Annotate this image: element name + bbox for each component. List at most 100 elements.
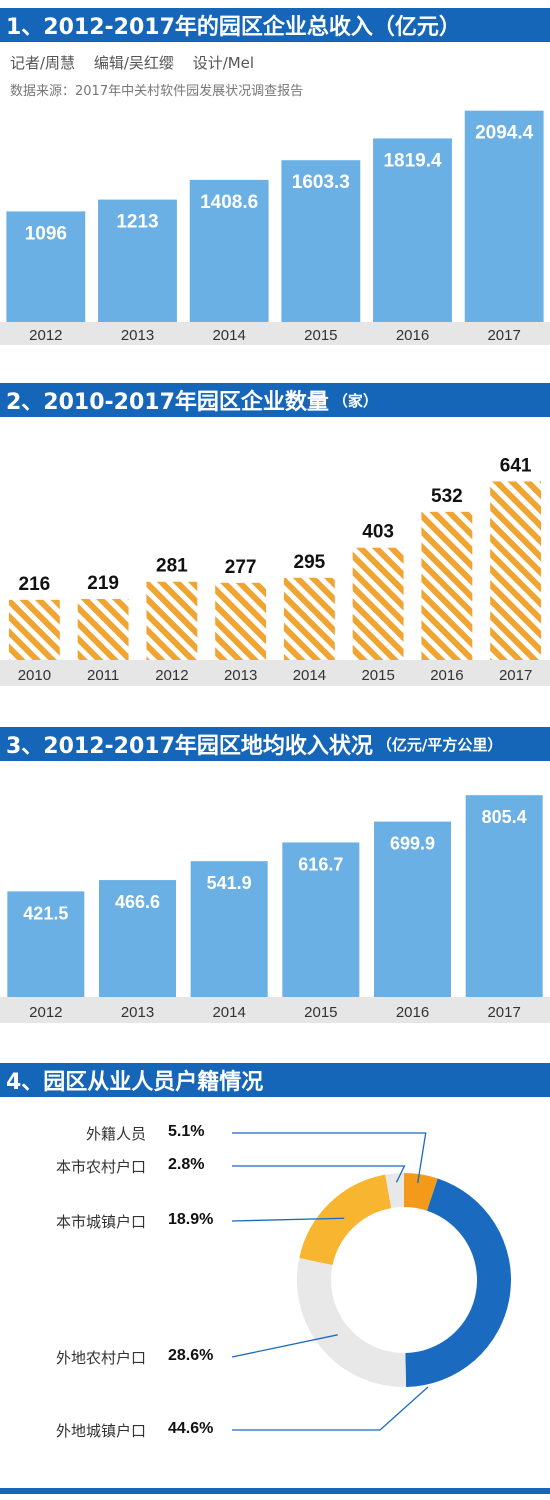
bar-value-label: 403	[362, 522, 394, 543]
bar-2015	[281, 160, 361, 322]
x-tick-label: 2016	[396, 327, 429, 344]
bar-2010	[8, 599, 60, 660]
bar-value-label: 219	[87, 573, 119, 594]
leader-line	[232, 1386, 429, 1431]
bar-2017	[465, 795, 543, 997]
donut-percent-label: 2.8%	[168, 1156, 205, 1173]
bar-value-label: 1603.3	[292, 172, 350, 193]
x-tick-label: 2016	[430, 667, 463, 684]
donut-category-label: 本市城镇户口	[55, 1213, 146, 1231]
section2-header: 2、2010-2017年园区企业数量 （家）	[0, 383, 550, 417]
leader-line	[232, 1165, 406, 1183]
design-credit: 设计/Mel	[192, 54, 255, 72]
bar-value-label: 641	[500, 455, 532, 476]
bar-2016	[373, 138, 452, 322]
bar-2014	[190, 861, 268, 997]
bar-2011	[77, 598, 129, 660]
bar-2013	[98, 199, 177, 322]
leader-line	[232, 1132, 427, 1184]
bar-2015	[282, 842, 360, 997]
x-tick-label: 2015	[361, 667, 394, 684]
bar-value-label: 1096	[25, 223, 67, 244]
x-tick-label: 2012	[29, 1004, 62, 1021]
bar-2014	[189, 179, 269, 322]
bar-2016	[374, 821, 451, 997]
section2-title: 2、2010-2017年园区企业数量	[6, 390, 329, 415]
bar-value-label: 1213	[116, 212, 158, 233]
bar-2015	[352, 547, 404, 660]
revenue-per-area-bar-chart: 421.5 2012 466.6 2013 541.9 2014 616.7 2015 699.…	[0, 795, 550, 1023]
donut-slice	[404, 1178, 511, 1387]
bar-value-label: 541.9	[207, 873, 252, 893]
bar-2012	[146, 581, 198, 660]
section3-title: 3、2012-2017年园区地均收入状况	[6, 734, 373, 759]
x-axis-band	[0, 660, 550, 686]
x-tick-label: 2011	[87, 667, 119, 684]
section4-header: 4、园区从业人员户籍情况	[0, 1063, 550, 1097]
donut-percent-label: 5.1%	[168, 1123, 205, 1140]
bar-value-label: 805.4	[482, 807, 527, 827]
x-tick-label: 2012	[155, 667, 188, 684]
donut-category-label: 本市农村户口	[55, 1158, 146, 1176]
donut-category-label: 外地城镇户口	[55, 1422, 146, 1440]
x-tick-label: 2015	[304, 1004, 337, 1021]
leader-line	[231, 1334, 338, 1358]
x-tick-label: 2017	[487, 1004, 520, 1021]
x-tick-label: 2010	[18, 667, 51, 684]
section4-title: 4、园区从业人员户籍情况	[6, 1070, 264, 1095]
donut-slice	[299, 1174, 392, 1266]
x-tick-label: 2017	[499, 667, 532, 684]
bottom-divider	[0, 1488, 550, 1494]
x-tick-label: 2014	[212, 327, 245, 344]
x-tick-label: 2013	[224, 667, 257, 684]
bar-value-label: 421.5	[23, 903, 68, 923]
credits-line: 记者/周慧 编辑/吴红缨 设计/Mel	[10, 52, 268, 73]
x-tick-label: 2012	[29, 327, 62, 344]
x-tick-label: 2014	[212, 1004, 245, 1021]
bar-2012	[7, 891, 85, 997]
reporter-credit: 记者/周慧	[10, 54, 76, 72]
bar-value-label: 616.7	[298, 854, 343, 874]
bar-2012	[6, 211, 86, 322]
x-tick-label: 2015	[304, 327, 337, 344]
x-axis-band	[0, 997, 550, 1023]
data-source: 数据来源：2017年中关村软件园发展状况调查报告	[10, 84, 304, 99]
bar-value-label: 699.9	[390, 834, 435, 854]
donut-slice	[403, 1173, 438, 1211]
bar-2017	[464, 110, 544, 322]
bar-2014	[283, 577, 335, 660]
editor-credit: 编辑/吴红缨	[93, 54, 174, 72]
donut-percent-label: 44.6%	[168, 1420, 214, 1437]
section3-unit: （亿元/平方公里）	[376, 735, 503, 754]
donut-slice	[385, 1173, 405, 1209]
household-registration-donut-chart	[231, 1132, 511, 1431]
x-tick-label: 2013	[121, 327, 154, 344]
x-tick-label: 2016	[396, 1004, 429, 1021]
donut-percent-label: 18.9%	[168, 1211, 214, 1228]
bar-value-label: 295	[294, 552, 326, 573]
enterprise-count-bar-chart: 216 2010 219 2011 281 2012 277 2013 295 2014 403 20…	[0, 455, 550, 686]
donut-slice	[297, 1257, 407, 1387]
donut-category-label: 外地农村户口	[55, 1349, 146, 1367]
donut-percent-label: 28.6%	[168, 1347, 214, 1364]
leader-line	[231, 1217, 345, 1222]
bar-2013	[99, 880, 176, 997]
bar-2017	[490, 481, 542, 660]
bar-value-label: 277	[225, 557, 257, 578]
bar-value-label: 1408.6	[200, 192, 258, 213]
bar-value-label: 532	[431, 486, 463, 507]
bar-value-label: 2094.4	[475, 123, 534, 144]
bar-2013	[215, 582, 267, 660]
x-tick-label: 2013	[121, 1004, 154, 1021]
x-axis-band	[0, 322, 550, 345]
bar-value-label: 466.6	[115, 892, 160, 912]
revenue-bar-chart: 1096 2012 1213 2013 1408.6 2014 1603.3 2015 1819…	[0, 110, 550, 345]
x-tick-label: 2017	[487, 327, 520, 344]
donut-category-label: 外籍人员	[85, 1125, 146, 1143]
bar-2016	[421, 511, 473, 660]
section1-title: 1、2012-2017年的园区企业总收入（亿元）	[6, 15, 461, 40]
bar-value-label: 216	[19, 574, 51, 595]
bar-value-label: 1819.4	[383, 150, 442, 171]
section3-header: 3、2012-2017年园区地均收入状况 （亿元/平方公里）	[0, 727, 550, 761]
x-tick-label: 2014	[293, 667, 326, 684]
